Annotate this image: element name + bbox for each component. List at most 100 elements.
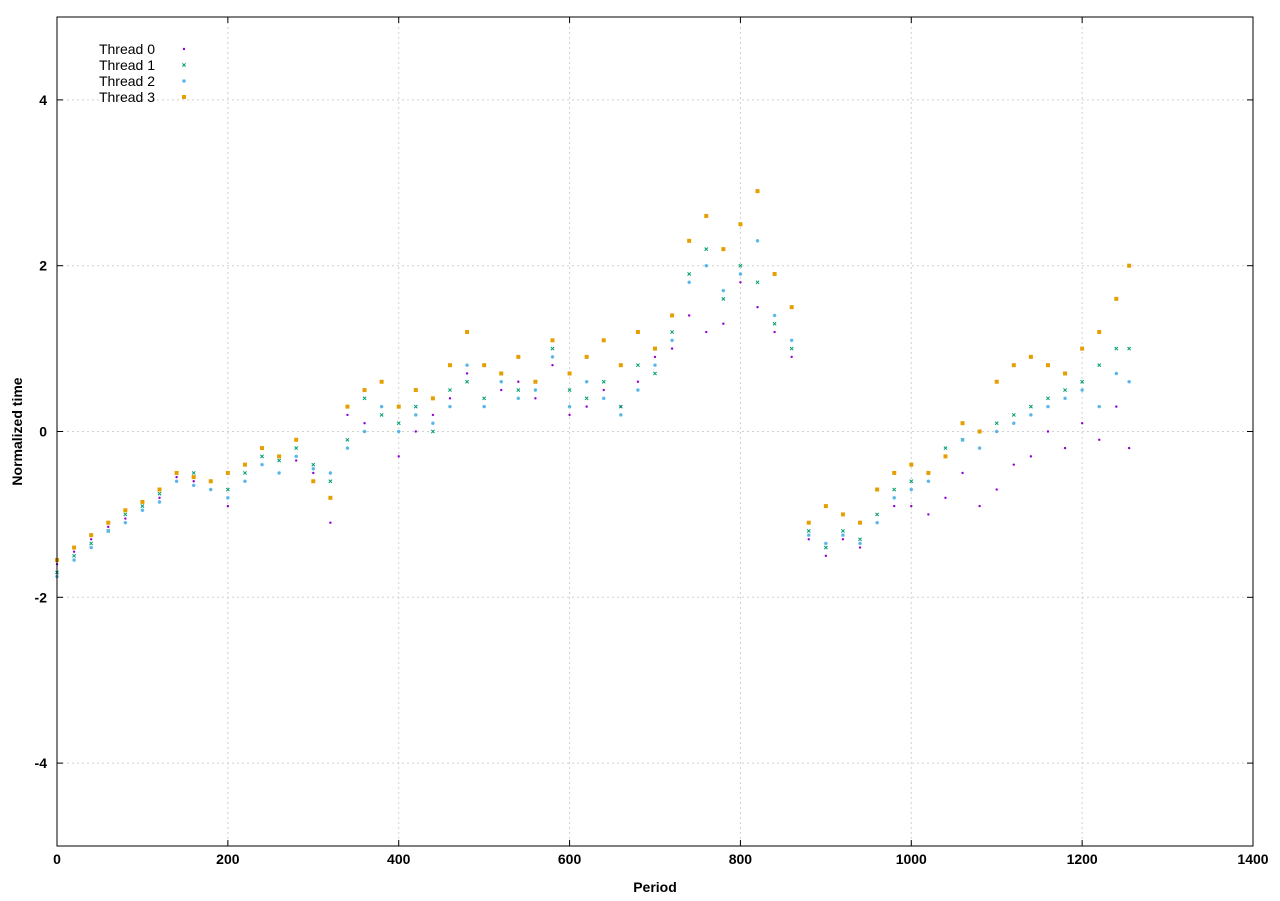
data-point <box>448 397 452 400</box>
data-point <box>1028 354 1033 359</box>
data-point <box>414 413 418 417</box>
data-point <box>294 454 298 459</box>
data-point <box>567 404 572 409</box>
data-point <box>789 338 794 343</box>
data-point <box>312 471 315 475</box>
data-point <box>892 487 897 492</box>
y-tick-label: -2 <box>35 589 48 605</box>
data-point <box>739 281 742 284</box>
data-point <box>311 479 316 484</box>
data-point <box>687 280 691 285</box>
data-point <box>533 379 538 384</box>
data-point <box>601 338 606 343</box>
data-point <box>430 396 435 401</box>
data-point <box>1097 404 1102 409</box>
data-point <box>362 388 367 393</box>
data-point <box>806 529 811 533</box>
legend-marker <box>182 63 186 67</box>
data-point <box>500 388 503 392</box>
y-tick-label: -4 <box>35 755 48 771</box>
data-point <box>670 338 674 343</box>
data-point <box>465 372 469 375</box>
data-point <box>89 545 93 550</box>
data-point <box>619 413 623 417</box>
data-point <box>755 280 760 285</box>
data-point <box>1012 421 1016 426</box>
data-point <box>413 388 418 393</box>
data-point <box>158 496 161 500</box>
data-point <box>927 513 930 516</box>
x-tick-label: 1200 <box>1067 851 1098 867</box>
data-point <box>807 538 810 541</box>
data-point <box>499 371 504 376</box>
data-point <box>892 470 897 475</box>
data-point <box>772 271 777 276</box>
data-point <box>208 487 213 492</box>
data-point <box>704 213 709 218</box>
data-point <box>329 521 332 524</box>
data-point <box>670 313 675 318</box>
data-point <box>653 355 657 359</box>
data-point <box>140 499 145 504</box>
data-point <box>72 553 77 558</box>
data-point <box>396 429 401 434</box>
data-point <box>909 462 914 467</box>
data-point <box>858 537 862 542</box>
data-point <box>1115 405 1118 408</box>
data-point <box>294 437 299 442</box>
data-point <box>1029 413 1033 417</box>
legend-label: Thread 3 <box>99 89 155 105</box>
data-point <box>225 487 230 492</box>
data-point <box>362 396 367 401</box>
data-point <box>1046 430 1050 433</box>
data-point <box>910 504 913 508</box>
data-point <box>618 363 623 368</box>
data-point <box>721 247 726 252</box>
data-point <box>328 495 333 500</box>
axis-ticks: 0 200 400 600 800 1000 1200 1400 -4 -2 0 2 4 <box>35 17 1269 867</box>
data-point <box>123 512 128 517</box>
data-point <box>72 558 76 562</box>
data-point <box>226 496 230 500</box>
data-point <box>1063 371 1068 376</box>
data-point <box>414 430 417 433</box>
data-point <box>517 380 520 383</box>
data-point <box>994 379 999 384</box>
data-point <box>89 533 94 538</box>
data-point <box>157 500 162 504</box>
data-point <box>106 520 111 525</box>
data-point <box>157 491 162 496</box>
series-thread-3 <box>55 189 1132 562</box>
data-point <box>1114 371 1119 376</box>
data-point <box>772 313 777 318</box>
data-point <box>756 305 759 309</box>
data-point <box>550 346 555 351</box>
data-point <box>89 541 94 546</box>
data-point <box>790 355 793 359</box>
data-point <box>242 462 247 467</box>
legend-label: Thread 2 <box>99 73 155 89</box>
data-point <box>1046 404 1050 409</box>
data-point <box>824 541 828 546</box>
data-point <box>823 504 828 509</box>
data-point <box>191 475 196 480</box>
data-point <box>534 397 537 400</box>
data-point <box>396 421 401 426</box>
data-point <box>175 475 178 479</box>
data-point <box>841 533 845 537</box>
data-point <box>516 388 521 393</box>
data-point <box>1114 296 1119 301</box>
data-point <box>584 354 589 359</box>
data-point <box>926 479 931 484</box>
data-point <box>328 479 333 484</box>
data-point <box>157 487 162 492</box>
data-point <box>722 322 725 325</box>
data-point <box>909 479 914 484</box>
data-point <box>994 429 999 434</box>
data-point <box>448 388 452 393</box>
y-tick-label: 2 <box>39 258 47 274</box>
data-point <box>447 363 452 368</box>
